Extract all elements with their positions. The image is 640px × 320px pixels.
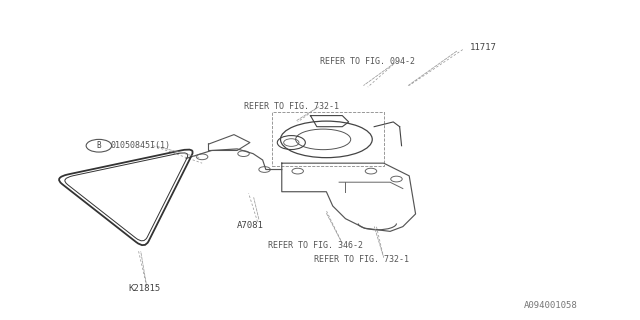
Circle shape xyxy=(391,176,402,182)
Circle shape xyxy=(365,168,377,174)
Circle shape xyxy=(259,167,270,172)
Circle shape xyxy=(238,151,249,156)
Bar xyxy=(272,112,384,166)
Text: B: B xyxy=(97,141,101,150)
Text: REFER TO FIG. 732-1: REFER TO FIG. 732-1 xyxy=(314,255,408,264)
Text: REFER TO FIG. 094-2: REFER TO FIG. 094-2 xyxy=(320,57,415,66)
Circle shape xyxy=(292,168,303,174)
Text: K21815: K21815 xyxy=(129,284,161,293)
Text: 11717: 11717 xyxy=(470,43,497,52)
Text: 01050845I(1): 01050845I(1) xyxy=(111,141,171,150)
Text: REFER TO FIG. 732-1: REFER TO FIG. 732-1 xyxy=(244,101,339,111)
Text: A7081: A7081 xyxy=(237,220,264,229)
Text: REFER TO FIG. 346-2: REFER TO FIG. 346-2 xyxy=(268,241,363,250)
Circle shape xyxy=(196,154,208,160)
Text: A094001058: A094001058 xyxy=(524,301,578,310)
